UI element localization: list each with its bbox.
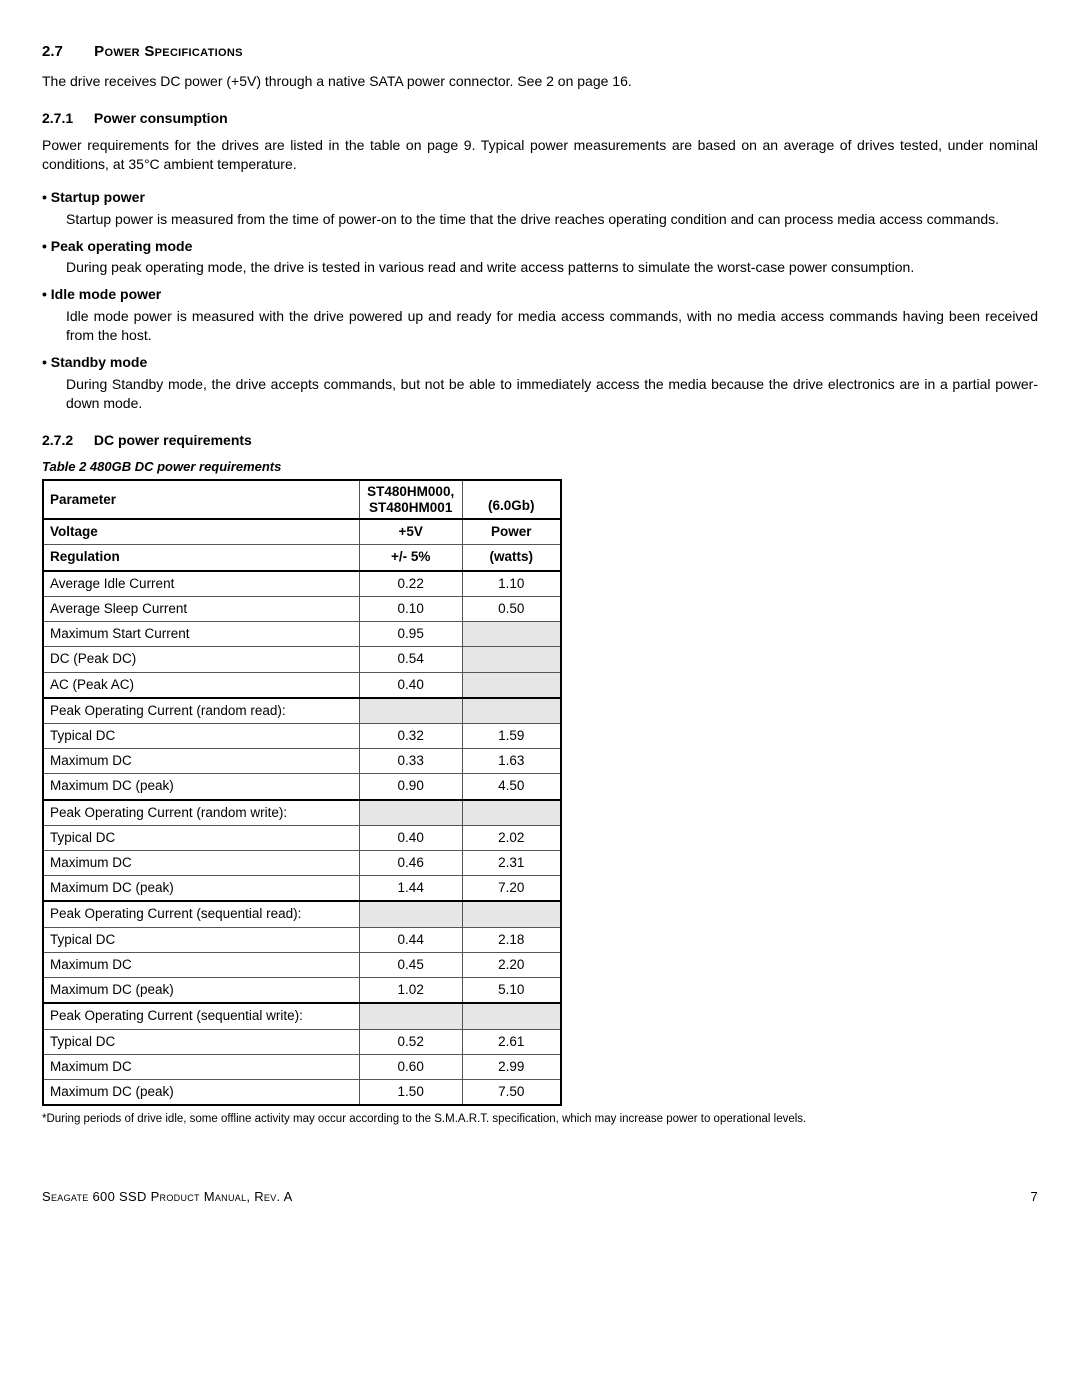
bullet-body: Idle mode power is measured with the dri… [66,307,1038,345]
section-heading: 2.7 Power Specifications [42,42,1038,62]
table-row: Peak Operating Current (sequential write… [43,1003,561,1029]
bullet-head: Standby mode [42,353,1038,372]
subsection-heading: 2.7.1 Power consumption [42,109,1038,128]
footer-left: Seagate 600 SSD Product Manual, Rev. A [42,1188,293,1206]
table-row: Maximum Start Current0.95 [43,622,561,647]
bullet-body: Startup power is measured from the time … [66,210,1038,229]
table-row: Maximum DC0.452.20 [43,952,561,977]
table-row: Maximum DC0.602.99 [43,1054,561,1079]
table-row: Maximum DC (peak)1.025.10 [43,978,561,1004]
voltage-row: Voltage +5V Power [43,519,561,545]
bullet-body: During Standby mode, the drive accepts c… [66,375,1038,413]
table-row: Average Idle Current0.221.10 [43,571,561,597]
bullet-head: Peak operating mode [42,237,1038,256]
dc-power-table: Parameter ST480HM000, ST480HM001 (6.0Gb)… [42,479,562,1106]
table-row: Maximum DC0.331.63 [43,749,561,774]
bullet-item: Standby mode During Standby mode, the dri… [42,353,1038,413]
table-row: Typical DC0.321.59 [43,723,561,748]
section-number: 2.7 [42,42,90,62]
page-footer: Seagate 600 SSD Product Manual, Rev. A 7 [42,1188,1038,1206]
table-row: DC (Peak DC)0.54 [43,647,561,672]
table-row: AC (Peak AC)0.40 [43,672,561,698]
col-model: ST480HM000, ST480HM001 [359,480,462,519]
subsection-intro: Power requirements for the drives are li… [42,136,1038,174]
table-row: Average Sleep Current0.100.50 [43,596,561,621]
footer-page: 7 [1030,1188,1038,1206]
table-row: Peak Operating Current (random read): [43,698,561,724]
bullet-body: During peak operating mode, the drive is… [66,258,1038,277]
subsection-title: Power consumption [94,110,228,126]
bullet-list: Startup power Startup power is measured f… [42,188,1038,413]
bullet-head: Startup power [42,188,1038,207]
bullet-item: Idle mode power Idle mode power is measur… [42,285,1038,345]
table-footnote: *During periods of drive idle, some offl… [42,1112,1038,1128]
table-row: Maximum DC (peak)0.904.50 [43,774,561,800]
subsection-title: DC power requirements [94,432,252,448]
regulation-row: Regulation +/- 5% (watts) [43,545,561,571]
table-row: Typical DC0.442.18 [43,927,561,952]
section-intro: The drive receives DC power (+5V) throug… [42,72,1038,91]
bullet-item: Peak operating mode During peak operating… [42,237,1038,278]
table-row: Maximum DC (peak)1.447.20 [43,876,561,902]
section-title: Power Specifications [94,43,243,60]
col-rate: (6.0Gb) [462,480,561,519]
bullet-head: Idle mode power [42,285,1038,304]
table-header-row: Parameter ST480HM000, ST480HM001 (6.0Gb) [43,480,561,519]
table-row: Peak Operating Current (sequential read)… [43,901,561,927]
table-row: Typical DC0.522.61 [43,1029,561,1054]
subsection-number: 2.7.1 [42,109,90,128]
table-row: Maximum DC0.462.31 [43,851,561,876]
table-row: Maximum DC (peak)1.507.50 [43,1080,561,1106]
col-parameter: Parameter [43,480,359,519]
subsection-number: 2.7.2 [42,431,90,450]
subsection-heading: 2.7.2 DC power requirements [42,431,1038,450]
table-row: Peak Operating Current (random write): [43,800,561,826]
table-row: Typical DC0.402.02 [43,825,561,850]
table-caption: Table 2 480GB DC power requirements [42,458,1038,476]
bullet-item: Startup power Startup power is measured f… [42,188,1038,229]
